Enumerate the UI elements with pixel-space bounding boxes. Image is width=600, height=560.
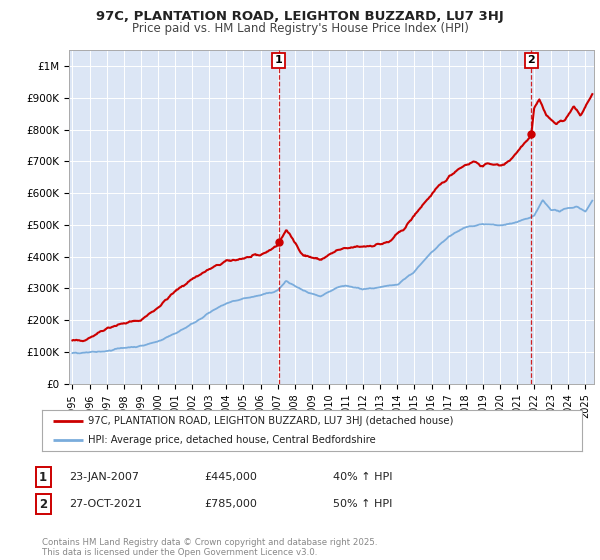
- Text: 27-OCT-2021: 27-OCT-2021: [69, 499, 142, 509]
- Text: 2: 2: [39, 497, 47, 511]
- Text: £785,000: £785,000: [204, 499, 257, 509]
- Text: 23-JAN-2007: 23-JAN-2007: [69, 472, 139, 482]
- Text: 97C, PLANTATION ROAD, LEIGHTON BUZZARD, LU7 3HJ (detached house): 97C, PLANTATION ROAD, LEIGHTON BUZZARD, …: [88, 417, 453, 426]
- Text: 2: 2: [527, 55, 535, 66]
- Text: Contains HM Land Registry data © Crown copyright and database right 2025.
This d: Contains HM Land Registry data © Crown c…: [42, 538, 377, 557]
- Text: 40% ↑ HPI: 40% ↑ HPI: [333, 472, 392, 482]
- Text: HPI: Average price, detached house, Central Bedfordshire: HPI: Average price, detached house, Cent…: [88, 435, 376, 445]
- Text: 1: 1: [275, 55, 283, 66]
- Text: £445,000: £445,000: [204, 472, 257, 482]
- Text: 50% ↑ HPI: 50% ↑ HPI: [333, 499, 392, 509]
- Text: Price paid vs. HM Land Registry's House Price Index (HPI): Price paid vs. HM Land Registry's House …: [131, 22, 469, 35]
- Text: 1: 1: [39, 470, 47, 484]
- Text: 97C, PLANTATION ROAD, LEIGHTON BUZZARD, LU7 3HJ: 97C, PLANTATION ROAD, LEIGHTON BUZZARD, …: [96, 10, 504, 23]
